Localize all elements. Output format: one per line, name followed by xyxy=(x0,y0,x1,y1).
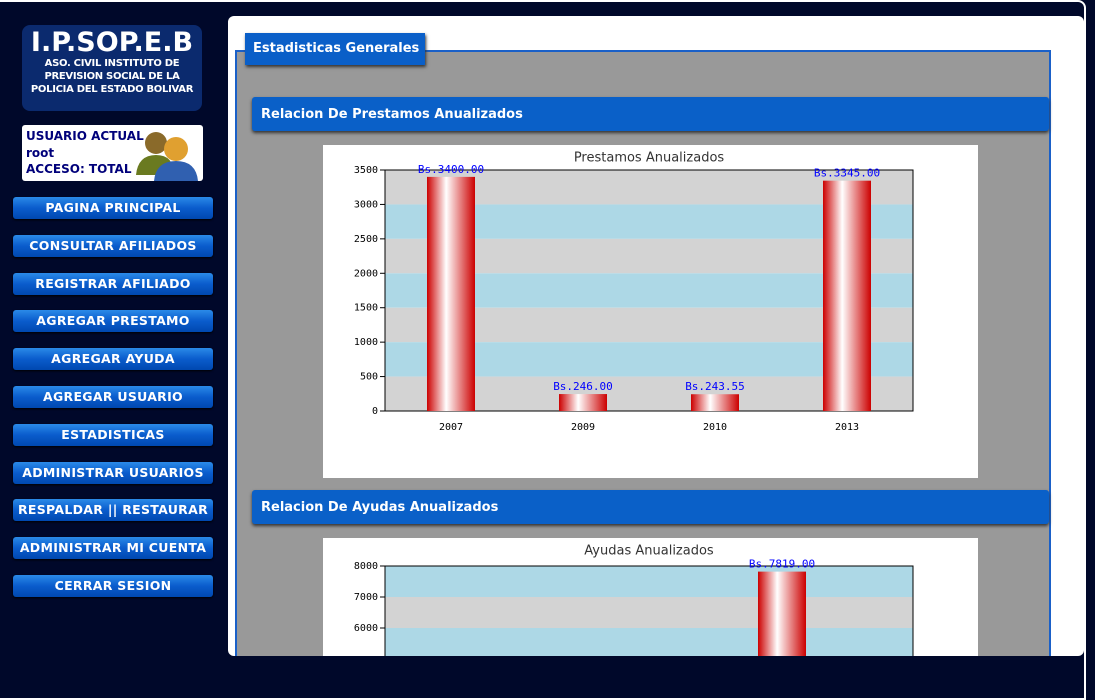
logo: I.P.SOP.E.B ASO. CIVIL INSTITUTO DE PREV… xyxy=(22,25,202,111)
chart-title: Ayudas Anualizados xyxy=(584,544,714,559)
tab[interactable]: Estadisticas Generales xyxy=(245,33,425,65)
plot-frame xyxy=(384,565,914,656)
section-header: Relacion De Ayudas Anualizados xyxy=(252,490,1049,524)
menu-button[interactable]: AGREGAR AYUDA xyxy=(13,348,213,371)
chart-title: Prestamos Anualizados xyxy=(574,151,725,166)
stats-area: Relacion De Prestamos Anualizados Presta… xyxy=(235,50,1051,656)
value-label: Bs.3345.00 xyxy=(814,167,880,180)
y-tick-label: 8000 xyxy=(354,561,378,572)
grid-band xyxy=(385,597,913,628)
chart-box: Prestamos Anualizados 0 500 1000 1500 2000 250… xyxy=(323,145,978,478)
x-tick-label: 2007 xyxy=(439,422,463,433)
chart: Ayudas Anualizados 6000 7000 8000 Bs.7819.00 xyxy=(354,544,914,656)
y-tick-label: 2500 xyxy=(354,234,378,245)
grid-band xyxy=(385,628,913,656)
value-label: Bs.3400.00 xyxy=(418,163,484,176)
user-icon xyxy=(136,132,198,181)
user-box: USUARIO ACTUAL root ACCESO: TOTAL xyxy=(22,125,203,181)
chart-box: Ayudas Anualizados 6000 7000 8000 Bs.7819.00 xyxy=(323,538,978,656)
menu-button[interactable]: RESPALDAR || RESTAURAR xyxy=(13,499,213,522)
value-label: Bs.243.55 xyxy=(685,380,745,393)
value-label: Bs.246.00 xyxy=(553,380,613,393)
y-tick-label: 500 xyxy=(360,372,378,383)
logo-line: ASO. CIVIL INSTITUTO DE xyxy=(44,58,180,69)
menu-button[interactable]: CONSULTAR AFILIADOS xyxy=(13,234,213,257)
bar xyxy=(823,180,871,411)
menu-button[interactable]: AGREGAR USUARIO xyxy=(13,386,213,408)
value-label: Bs.7819.00 xyxy=(749,558,815,571)
y-tick-label: 1500 xyxy=(354,303,378,314)
menu-button[interactable]: AGREGAR PRESTAMO xyxy=(13,310,213,333)
bar xyxy=(758,571,806,656)
menu-button[interactable]: PAGINA PRINCIPAL xyxy=(13,197,213,219)
chart: Prestamos Anualizados 0 500 1000 1500 2000 250… xyxy=(354,151,914,433)
user-name: root xyxy=(26,146,55,160)
x-tick-label: 2013 xyxy=(835,422,859,433)
menu-button[interactable]: ADMINISTRAR MI CUENTA xyxy=(13,537,213,560)
y-tick-label: 3500 xyxy=(354,165,378,176)
logo-line: POLICIA DEL ESTADO BOLIVAR xyxy=(30,84,194,95)
x-tick-label: 2009 xyxy=(571,422,595,433)
y-tick-label: 7000 xyxy=(354,592,378,603)
main-panel: Relacion De Prestamos Anualizados Presta… xyxy=(228,16,1084,656)
y-tick-label: 3000 xyxy=(354,199,378,210)
bar xyxy=(427,176,475,411)
logo-line: PREVISION SOCIAL DE LA xyxy=(44,71,180,82)
plot-frame xyxy=(384,169,914,412)
user-access: ACCESO: TOTAL xyxy=(26,162,132,176)
menu-button[interactable]: CERRAR SESION xyxy=(13,575,213,597)
logo-title: I.P.SOP.E.B xyxy=(30,27,194,58)
y-tick-label: 6000 xyxy=(354,623,378,634)
x-tick-label: 2010 xyxy=(703,422,727,433)
menu-button[interactable]: ESTADISTICAS xyxy=(13,423,213,446)
y-tick-label: 1000 xyxy=(354,337,378,348)
grid-band xyxy=(385,566,913,597)
user-label: USUARIO ACTUAL xyxy=(26,129,144,143)
section-header: Relacion De Prestamos Anualizados xyxy=(252,97,1049,131)
menu-button[interactable]: REGISTRAR AFILIADO xyxy=(13,272,213,295)
y-tick-label: 0 xyxy=(372,406,378,417)
bar xyxy=(691,394,739,411)
menu-button[interactable]: ADMINISTRAR USUARIOS xyxy=(13,461,213,484)
bar xyxy=(559,394,607,411)
y-tick-label: 2000 xyxy=(354,268,378,279)
